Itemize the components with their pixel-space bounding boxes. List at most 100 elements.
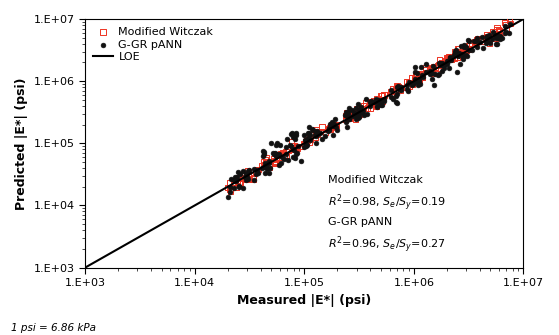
Modified Witczak — [425, 66, 434, 71]
G-GR pANN — [292, 133, 301, 138]
G-GR pANN — [465, 48, 473, 53]
G-GR pANN — [311, 140, 320, 145]
G-GR pANN — [392, 93, 401, 98]
G-GR pANN — [482, 34, 491, 39]
G-GR pANN — [344, 105, 353, 110]
G-GR pANN — [451, 48, 460, 53]
G-GR pANN — [387, 88, 396, 93]
Modified Witczak — [376, 100, 385, 105]
G-GR pANN — [408, 82, 417, 87]
Modified Witczak — [233, 178, 241, 183]
Modified Witczak — [415, 77, 424, 82]
Modified Witczak — [261, 164, 270, 169]
Modified Witczak — [386, 89, 395, 94]
Modified Witczak — [463, 47, 472, 52]
Modified Witczak — [329, 123, 338, 128]
G-GR pANN — [485, 32, 494, 38]
G-GR pANN — [265, 160, 274, 165]
Y-axis label: Predicted |E*| (psi): Predicted |E*| (psi) — [15, 77, 28, 210]
G-GR pANN — [225, 185, 234, 190]
Modified Witczak — [450, 49, 459, 55]
Modified Witczak — [402, 79, 411, 84]
Modified Witczak — [372, 102, 381, 107]
Modified Witczak — [482, 32, 491, 38]
Modified Witczak — [325, 125, 334, 131]
G-GR pANN — [271, 152, 280, 157]
G-GR pANN — [506, 21, 515, 26]
G-GR pANN — [415, 81, 424, 87]
G-GR pANN — [372, 96, 381, 102]
G-GR pANN — [348, 108, 357, 113]
G-GR pANN — [297, 158, 306, 164]
Modified Witczak — [332, 122, 341, 127]
G-GR pANN — [344, 116, 353, 122]
Modified Witczak — [233, 179, 242, 184]
G-GR pANN — [233, 170, 242, 175]
Modified Witczak — [301, 139, 310, 144]
Modified Witczak — [402, 84, 411, 90]
G-GR pANN — [434, 71, 443, 76]
G-GR pANN — [476, 40, 485, 45]
Modified Witczak — [280, 152, 288, 157]
Modified Witczak — [467, 41, 476, 47]
G-GR pANN — [249, 177, 258, 183]
Modified Witczak — [242, 174, 251, 179]
Modified Witczak — [489, 29, 498, 35]
Modified Witczak — [472, 38, 481, 43]
G-GR pANN — [459, 45, 468, 50]
Modified Witczak — [486, 35, 495, 40]
G-GR pANN — [287, 130, 296, 135]
G-GR pANN — [373, 97, 382, 103]
Modified Witczak — [274, 152, 283, 158]
Modified Witczak — [342, 116, 350, 122]
G-GR pANN — [429, 82, 438, 88]
Modified Witczak — [372, 97, 381, 103]
Modified Witczak — [395, 85, 404, 90]
G-GR pANN — [491, 36, 500, 41]
Modified Witczak — [477, 36, 486, 42]
G-GR pANN — [404, 88, 413, 94]
G-GR pANN — [282, 151, 291, 157]
G-GR pANN — [482, 37, 491, 42]
Modified Witczak — [366, 106, 375, 111]
G-GR pANN — [289, 154, 298, 160]
Modified Witczak — [445, 57, 454, 62]
Modified Witczak — [342, 117, 350, 122]
G-GR pANN — [260, 170, 269, 175]
G-GR pANN — [272, 141, 281, 146]
G-GR pANN — [271, 153, 280, 158]
Modified Witczak — [492, 25, 501, 30]
Modified Witczak — [495, 28, 504, 33]
G-GR pANN — [502, 29, 511, 35]
G-GR pANN — [445, 65, 454, 71]
Modified Witczak — [311, 132, 320, 137]
Modified Witczak — [465, 40, 474, 46]
G-GR pANN — [442, 61, 451, 67]
G-GR pANN — [465, 39, 474, 44]
G-GR pANN — [328, 119, 337, 125]
G-GR pANN — [386, 94, 395, 99]
G-GR pANN — [377, 103, 386, 108]
G-GR pANN — [311, 133, 320, 139]
G-GR pANN — [450, 53, 459, 58]
Modified Witczak — [404, 80, 413, 85]
G-GR pANN — [375, 97, 384, 103]
Modified Witczak — [396, 88, 405, 93]
G-GR pANN — [355, 106, 364, 112]
Modified Witczak — [345, 115, 354, 121]
Modified Witczak — [450, 56, 459, 61]
G-GR pANN — [391, 99, 400, 104]
G-GR pANN — [265, 171, 274, 176]
G-GR pANN — [352, 106, 361, 111]
Modified Witczak — [245, 177, 254, 182]
G-GR pANN — [305, 138, 314, 143]
Modified Witczak — [366, 99, 375, 105]
Modified Witczak — [415, 73, 424, 78]
G-GR pANN — [372, 98, 381, 104]
Modified Witczak — [411, 73, 420, 78]
G-GR pANN — [343, 110, 352, 115]
G-GR pANN — [276, 143, 285, 148]
Modified Witczak — [343, 115, 352, 121]
G-GR pANN — [308, 126, 317, 131]
Modified Witczak — [305, 140, 314, 145]
